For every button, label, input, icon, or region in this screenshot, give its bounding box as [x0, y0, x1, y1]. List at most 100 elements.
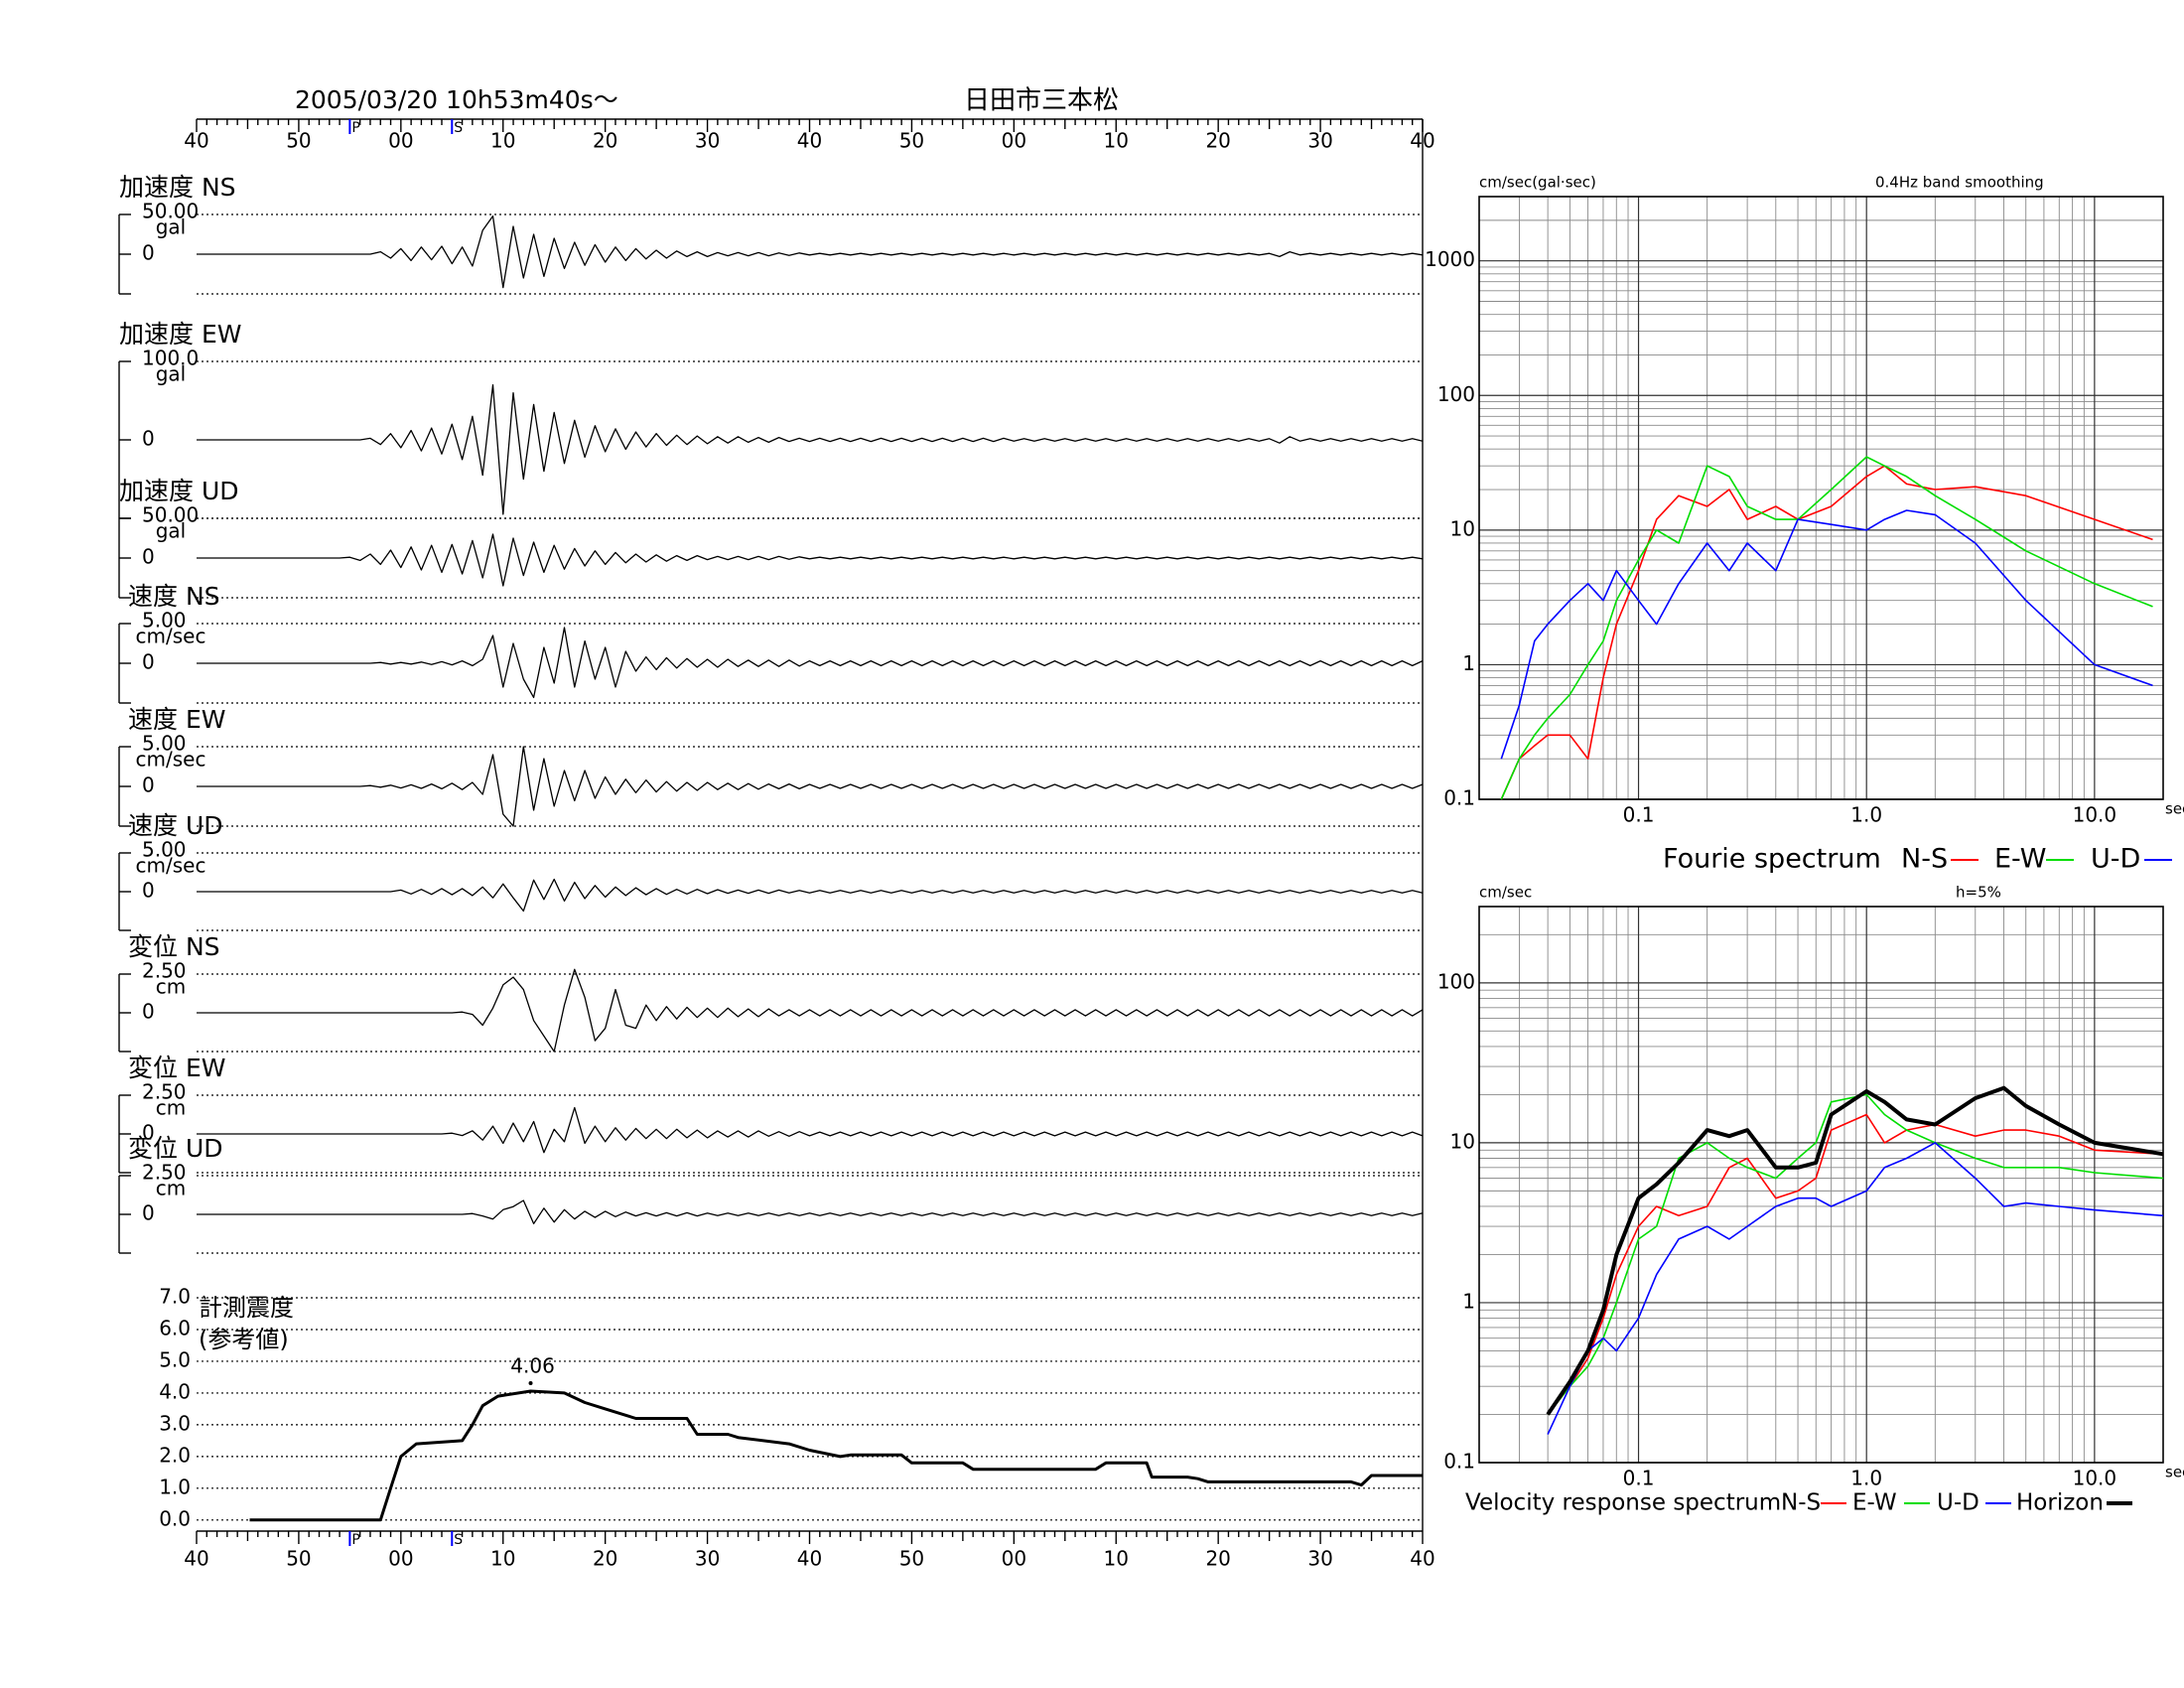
y-tick-label: 2.50 — [142, 1161, 187, 1185]
y-tick-label: 0 — [142, 241, 155, 265]
unit-label: cm — [156, 1177, 186, 1200]
x-tick-label: 0.1 — [1623, 803, 1655, 827]
legend-label: U-D — [1937, 1490, 1979, 1516]
note: 0.4Hz band smoothing — [1875, 174, 2044, 192]
spectrum-line — [1500, 465, 2153, 800]
y-tick-label: 0.1 — [1443, 1450, 1475, 1474]
y-tick-label: 0 — [142, 545, 155, 569]
trace-label: 変位 NS — [128, 932, 220, 961]
y-tick-label: 0.0 — [159, 1506, 191, 1530]
trace-label: 加速度 UD — [119, 477, 239, 505]
trace-label: 加速度 NS — [119, 173, 236, 202]
waveform — [197, 746, 1424, 827]
legend-label: Horizon — [2016, 1490, 2104, 1516]
x-tick-label: 30 — [1307, 1547, 1332, 1571]
waveform — [197, 627, 1424, 699]
y-tick-label: 5.0 — [159, 1347, 191, 1371]
unit-label: gal — [156, 362, 187, 386]
x-tick-label: 00 — [1002, 1547, 1026, 1571]
y-tick-label: 0 — [142, 1201, 155, 1225]
trace-label: 変位 UD — [128, 1134, 223, 1163]
y-tick-label: 5.00 — [142, 609, 187, 633]
legend-label: U-D — [2091, 844, 2140, 875]
intensity-subtitle: (参考値) — [199, 1326, 289, 1353]
x-tick-label: 10 — [1104, 129, 1129, 153]
y-tick-label: 0 — [142, 774, 155, 797]
x-tick-label: 20 — [1205, 129, 1230, 153]
y-tick-label: 3.0 — [159, 1411, 191, 1435]
y-tick-label: 7.0 — [159, 1285, 191, 1309]
x-tick-label: 20 — [593, 1547, 617, 1571]
unit-label: cm/sec — [136, 625, 206, 648]
spectrum-line — [1547, 1093, 2164, 1415]
y-tick-label: 50.00 — [142, 503, 199, 527]
y-tick-label: 100 — [1437, 969, 1475, 993]
x-tick-label: 10 — [490, 1547, 515, 1571]
y-tick-label: 10 — [1450, 516, 1475, 540]
x-tick-label: 1.0 — [1850, 803, 1882, 827]
x-tick-label: 1.0 — [1850, 1467, 1882, 1490]
y-tick-label: 0 — [142, 1121, 155, 1145]
unit-label: cm/sec — [136, 748, 206, 772]
y-tick-label: 4.0 — [159, 1379, 191, 1403]
y-tick-label: 0.1 — [1443, 786, 1475, 810]
x-tick-label: 20 — [593, 129, 617, 153]
legend-label: E-W — [1852, 1490, 1897, 1516]
x-tick-label: 50 — [286, 1547, 311, 1571]
x-tick-label: 10 — [490, 129, 515, 153]
x-tick-label: 40 — [184, 129, 208, 153]
trace-label: 速度 EW — [128, 705, 225, 734]
unit-label: cm/sec — [136, 854, 206, 878]
phase-label: P — [351, 120, 359, 136]
trace-label: 速度 UD — [128, 811, 223, 840]
x-tick-label: 40 — [184, 1547, 208, 1571]
y-tick-label: 1000 — [1425, 247, 1475, 271]
x-tick-label: 20 — [1205, 1547, 1230, 1571]
spectrum-line — [1500, 456, 2153, 800]
y-tick-label: 2.50 — [142, 1080, 187, 1104]
y-tick-label: 100 — [1437, 382, 1475, 406]
y-tick-label: 0 — [142, 427, 155, 451]
spectrum-line — [1547, 1142, 2164, 1435]
legend-label: N-S — [1781, 1490, 1821, 1516]
x-tick-label: 40 — [1410, 1547, 1434, 1571]
phase-label: S — [454, 1532, 463, 1548]
x-tick-label: 30 — [695, 129, 720, 153]
waveform — [197, 968, 1424, 1053]
unit-label: gal — [156, 519, 187, 543]
chart-title: 2005/03/20 10h53m40s～ — [295, 85, 618, 114]
y-tick-label: 100.0 — [142, 347, 199, 370]
plot-frame — [1478, 196, 2164, 800]
phase-label: S — [454, 120, 463, 136]
intensity-line — [249, 1389, 1423, 1522]
trace-label: 速度 NS — [128, 582, 220, 611]
trace-label: 変位 EW — [128, 1054, 225, 1082]
waveform — [197, 533, 1424, 587]
intensity-title: 計測震度 — [199, 1294, 294, 1322]
spectrum-line — [1546, 1085, 2164, 1416]
x-tick-label: 00 — [388, 1547, 413, 1571]
y-axis-label: cm/sec — [1479, 884, 1532, 902]
legend-label: E-W — [1994, 844, 2046, 875]
station-name: 日田市三本松 — [964, 86, 1119, 116]
legend-title: Fourie spectrum — [1663, 844, 1881, 875]
x-tick-label: 50 — [286, 129, 311, 153]
unit-label: cm — [156, 1096, 186, 1120]
y-tick-label: 5.00 — [142, 732, 187, 756]
y-tick-label: 0 — [142, 879, 155, 903]
spectrum-line — [1500, 509, 2153, 760]
x-axis-unit: sec — [2165, 800, 2184, 818]
note: h=5% — [1956, 884, 2001, 902]
x-tick-label: 0.1 — [1623, 1467, 1655, 1490]
waveform — [197, 214, 1424, 289]
x-tick-label: 40 — [797, 129, 822, 153]
y-tick-label: 0 — [142, 650, 155, 674]
x-tick-label: 00 — [1002, 129, 1026, 153]
x-tick-label: 50 — [899, 129, 924, 153]
x-axis-unit: sec — [2165, 1464, 2184, 1481]
unit-label: cm — [156, 975, 186, 999]
y-axis-label: cm/sec(gal·sec) — [1479, 174, 1596, 192]
trace-label: 加速度 EW — [119, 320, 241, 349]
